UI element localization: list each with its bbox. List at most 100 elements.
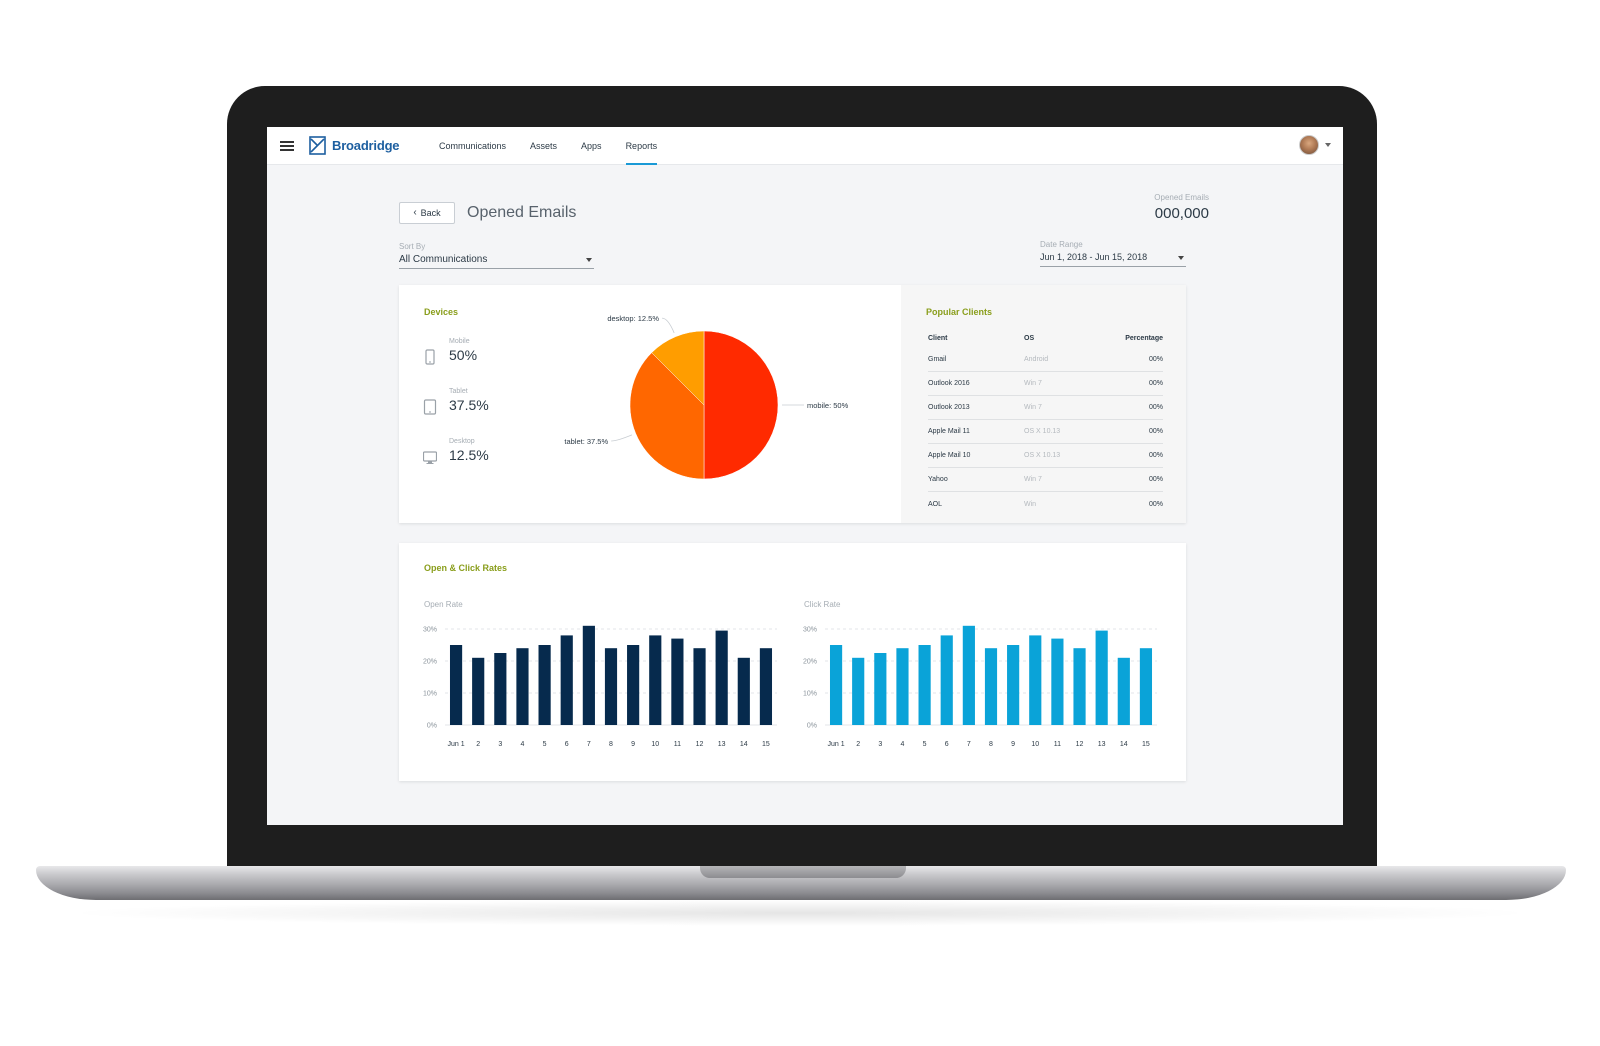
- nav-item-reports[interactable]: Reports: [614, 127, 670, 165]
- date-range-label: Date Range: [1040, 240, 1083, 249]
- nav-items: Communications Assets Apps Reports: [427, 127, 669, 165]
- pie-slice-mobile[interactable]: [703, 330, 779, 480]
- pie-label: desktop: 12.5%: [607, 315, 659, 323]
- table-cell: Outlook 2013: [928, 404, 970, 411]
- device-label: Mobile: [449, 338, 470, 345]
- rates-title: Open & Click Rates: [424, 563, 508, 573]
- x-tick-label: 9: [631, 741, 635, 748]
- brand-logo[interactable]: Broadridge: [309, 136, 400, 155]
- x-tick-label: 4: [521, 741, 525, 748]
- bar[interactable]: [1007, 645, 1020, 725]
- broadridge-logo-icon: [309, 136, 326, 155]
- x-tick-label: 5: [543, 741, 547, 748]
- opened-emails-label: Opened Emails: [1154, 193, 1209, 202]
- x-tick-label: 6: [945, 741, 949, 748]
- bar[interactable]: [1139, 648, 1153, 725]
- date-range-select[interactable]: Jun 1, 2018 - Jun 15, 2018: [1040, 252, 1186, 267]
- device-label: Desktop: [449, 438, 475, 445]
- chevron-down-icon[interactable]: [1325, 143, 1331, 147]
- bar[interactable]: [560, 635, 573, 725]
- bar[interactable]: [1095, 630, 1108, 725]
- popular-clients-title: Popular Clients: [926, 307, 993, 317]
- x-tick-label: 12: [1076, 741, 1084, 748]
- column-header: OS: [1024, 334, 1035, 342]
- page-title: Opened Emails: [467, 204, 577, 221]
- tablet-icon: [423, 399, 437, 415]
- device-label: Tablet: [449, 388, 468, 395]
- pie-label: tablet: 37.5%: [564, 437, 608, 446]
- nav-item-communications[interactable]: Communications: [439, 141, 507, 151]
- table-cell: Win 7: [1024, 404, 1042, 411]
- x-tick-label: 14: [1120, 741, 1128, 748]
- popular-clients-panel: Popular Clients Client OS Percentage Gma…: [901, 285, 1186, 523]
- x-tick-label: 10: [651, 741, 659, 748]
- bar[interactable]: [1051, 638, 1064, 725]
- pie-slice-tablet[interactable]: [629, 352, 705, 480]
- x-tick-label: 15: [1142, 741, 1150, 748]
- devices-title: Devices: [424, 307, 459, 317]
- rates-card: Open & Click Rates Open Rate Click Rate …: [399, 543, 1186, 781]
- bar[interactable]: [852, 657, 865, 725]
- bar[interactable]: [874, 653, 887, 725]
- bar[interactable]: [940, 635, 953, 725]
- sort-by-select[interactable]: All Communications: [399, 254, 594, 269]
- back-button-label: Back: [420, 208, 441, 218]
- bar[interactable]: [671, 638, 684, 725]
- bar[interactable]: [604, 648, 618, 725]
- table-cell: 00%: [1148, 356, 1163, 363]
- y-tick-label: 0%: [427, 723, 437, 730]
- bar[interactable]: [1073, 648, 1086, 725]
- bar[interactable]: [627, 645, 640, 725]
- bar[interactable]: [715, 630, 728, 725]
- table-row: Apple Mail 10 OS X 10.13 00%: [928, 444, 1163, 468]
- device-row-tablet: Tablet 37.5%: [423, 388, 543, 428]
- table-cell: Yahoo: [928, 476, 948, 483]
- table-row: Gmail Android 00%: [928, 348, 1163, 372]
- pie-slice-desktop[interactable]: [651, 330, 705, 406]
- bar[interactable]: [737, 657, 750, 725]
- x-tick-label: 11: [1054, 741, 1061, 748]
- table-cell: 00%: [1148, 476, 1163, 483]
- bar[interactable]: [918, 645, 931, 725]
- x-tick-label: 14: [740, 741, 748, 748]
- pie-label: mobile: 50%: [807, 401, 849, 410]
- hamburger-menu-icon[interactable]: [280, 141, 294, 151]
- bar[interactable]: [1117, 657, 1130, 725]
- table-cell: 00%: [1148, 428, 1163, 435]
- back-button[interactable]: ‹ Back: [399, 202, 455, 224]
- table-row: Apple Mail 11 OS X 10.13 00%: [928, 420, 1163, 444]
- x-tick-label: 10: [1031, 741, 1039, 748]
- desktop-icon: [423, 451, 437, 464]
- x-tick-label: Jun 1: [828, 741, 845, 748]
- bar[interactable]: [1029, 635, 1042, 725]
- x-tick-label: 11: [674, 741, 681, 748]
- table-cell: Gmail: [928, 356, 947, 363]
- avatar[interactable]: [1299, 135, 1319, 155]
- bar[interactable]: [829, 645, 843, 725]
- bar[interactable]: [962, 625, 975, 725]
- nav-item-apps[interactable]: Apps: [581, 141, 602, 151]
- table-row: Outlook 2013 Win 7 00%: [928, 396, 1163, 420]
- devices-panel: Devices Mobile 50% Tablet 37.5%: [399, 285, 901, 523]
- table-cell: Outlook 2016: [928, 380, 970, 387]
- brand-name: Broadridge: [332, 138, 400, 153]
- y-tick-label: 10%: [803, 691, 817, 698]
- x-tick-label: Jun 1: [448, 741, 465, 748]
- bar[interactable]: [649, 635, 662, 725]
- bar[interactable]: [984, 648, 998, 725]
- table-cell: 00%: [1148, 500, 1163, 508]
- bar[interactable]: [494, 653, 507, 725]
- bar[interactable]: [582, 625, 595, 725]
- device-row-mobile: Mobile 50%: [423, 338, 543, 378]
- bar[interactable]: [759, 648, 773, 725]
- bar[interactable]: [449, 645, 463, 725]
- bar[interactable]: [516, 648, 529, 725]
- bar[interactable]: [538, 645, 551, 725]
- bar[interactable]: [896, 648, 909, 725]
- nav-item-assets[interactable]: Assets: [530, 141, 558, 151]
- bar[interactable]: [472, 657, 485, 725]
- column-header: Client: [928, 334, 948, 342]
- bar[interactable]: [693, 648, 706, 725]
- top-nav: Broadridge Communications Assets Apps Re…: [267, 127, 1343, 165]
- table-header: Client OS Percentage: [928, 328, 1163, 348]
